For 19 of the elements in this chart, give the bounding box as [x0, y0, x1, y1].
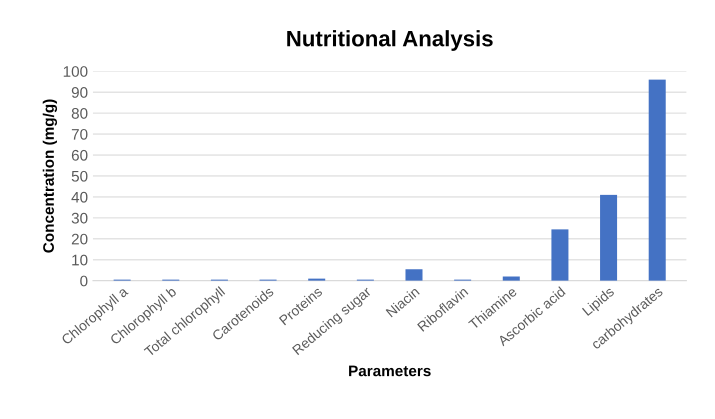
y-tick-label: 90	[72, 87, 88, 98]
y-tick-label: 40	[71, 192, 88, 203]
bar	[648, 80, 666, 281]
y-tick-label: 60	[72, 150, 88, 161]
y-tick-label: 20	[72, 234, 88, 245]
y-tick-label: 50	[72, 170, 88, 182]
y-tick-label: 80	[72, 108, 88, 119]
y-tick-label: 100	[64, 66, 88, 77]
chart-title: Nutritional Analysis	[287, 30, 493, 51]
y-tick-label: 70	[72, 128, 88, 140]
y-tick-label: 30	[72, 212, 88, 224]
y-axis-title: Concentration (mg/g)	[42, 100, 58, 253]
bar	[600, 194, 618, 281]
y-tick-label: 10	[72, 254, 88, 266]
bar	[502, 276, 520, 281]
bar	[405, 269, 423, 281]
bar	[551, 229, 568, 281]
y-tick-label: 0	[80, 276, 88, 286]
x-axis-title: Parameters	[349, 366, 431, 376]
